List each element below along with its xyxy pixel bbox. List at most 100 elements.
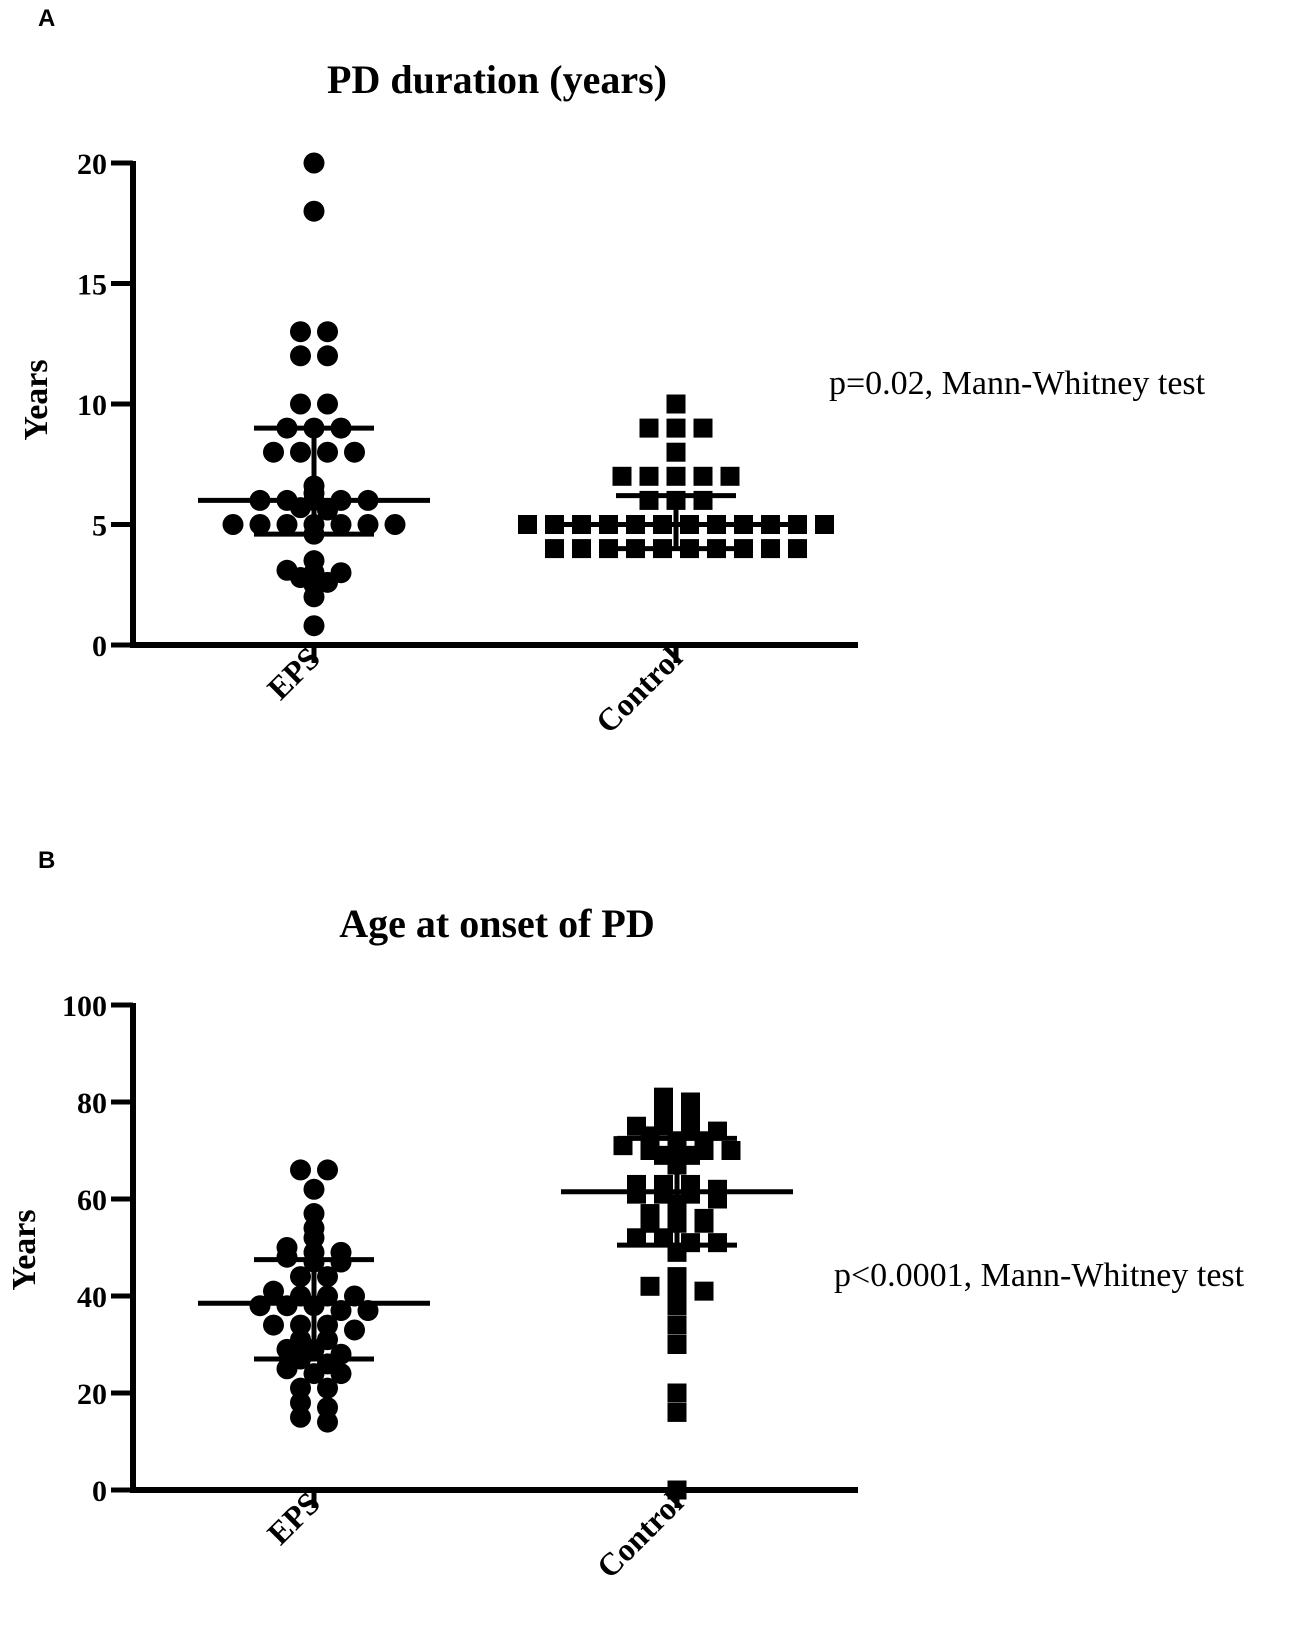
- panel-b-control-point: [667, 1335, 687, 1354]
- panel-b-control-point: [640, 1213, 660, 1233]
- panel-a-eps-point: [317, 393, 338, 415]
- panel-b-title: Age at onset of PD: [339, 901, 655, 946]
- panel-a-control-point: [761, 539, 780, 559]
- panel-a-control-point: [788, 515, 807, 534]
- panel-b-eps-point: [290, 1266, 311, 1288]
- panel-b-eps-point: [303, 1178, 325, 1200]
- panel-a-category-label-eps: EPS: [260, 639, 327, 706]
- panel-a-eps-point: [290, 345, 311, 367]
- panel-b-y-tick-label: 0: [92, 1475, 107, 1508]
- panel-a-eps-point: [290, 321, 311, 343]
- panel-b-eps-point: [317, 1411, 338, 1433]
- panel-a-y-tick-label: 0: [92, 630, 107, 663]
- panel-b-control-point: [694, 1213, 714, 1233]
- panel-a-control-point: [518, 515, 537, 534]
- panel-a-control-point: [666, 442, 686, 462]
- panel-b-control-point: [667, 1383, 687, 1403]
- panel-a-eps-point: [303, 152, 325, 174]
- panel-b-eps-point: [290, 1314, 311, 1336]
- panel-b-y-tick-label: 80: [77, 1087, 107, 1120]
- panel-b-control-point: [667, 1296, 687, 1316]
- panel-b-eps-point: [317, 1159, 338, 1181]
- panel-a-control-point: [599, 539, 618, 559]
- panel-a: A PD duration (years) Years p=0.02, Mann…: [18, 5, 1206, 740]
- panel-b-eps-point: [317, 1377, 338, 1399]
- panel-a-eps-point: [317, 345, 338, 367]
- panel-a-y-tick-label: 15: [77, 269, 107, 302]
- panel-b-control-point: [667, 1267, 687, 1287]
- panel-a-eps-point: [303, 200, 325, 222]
- panel-b-control-point: [667, 1315, 687, 1335]
- panel-b-control-point: [667, 1242, 687, 1262]
- panel-a-letter: A: [38, 5, 55, 32]
- panel-a-eps-point: [303, 615, 325, 637]
- panel-b-eps-point: [344, 1319, 365, 1341]
- panel-b-category-label-eps: EPS: [260, 1484, 327, 1551]
- panel-b-control-point: [654, 1228, 673, 1248]
- panel-b-eps-point: [290, 1377, 311, 1399]
- panel-b-control-point: [627, 1228, 646, 1248]
- panel-b-y-tick-label: 20: [77, 1378, 107, 1411]
- panel-a-control-point: [693, 466, 713, 486]
- panel-a-eps-point: [222, 514, 244, 535]
- panel-b-control-point: [613, 1136, 633, 1156]
- panel-b-eps-point: [263, 1314, 284, 1336]
- panel-b-letter: B: [38, 847, 55, 874]
- panel-a-error-bars: [198, 425, 792, 552]
- panel-b-p-value-annotation: p<0.0001, Mann-Whitney test: [834, 1257, 1245, 1294]
- panel-a-control-point: [545, 515, 564, 534]
- panel-a-control-point: [666, 466, 686, 486]
- panel-a-eps-point: [263, 441, 284, 463]
- panel-a-eps-point: [290, 441, 311, 463]
- panel-a-p-value-annotation: p=0.02, Mann-Whitney test: [829, 365, 1206, 402]
- panel-a-control-point: [572, 539, 591, 559]
- panel-b-control-point: [708, 1189, 727, 1209]
- panel-a-eps-point: [276, 514, 298, 535]
- panel-a-control-point: [639, 466, 659, 486]
- panel-b-eps-point: [330, 1363, 352, 1385]
- panel-a-control-point: [693, 418, 713, 438]
- panel-b-control-point: [640, 1276, 660, 1296]
- panel-a-axes: 0 5 10 15 20 EPS Control: [77, 148, 858, 740]
- panel-a-y-tick-label: 10: [77, 389, 107, 422]
- panel-b-eps-point: [303, 1203, 325, 1225]
- panel-a-control-point: [815, 515, 834, 534]
- panel-b: B Age at onset of PD Years p<0.0001, Man…: [6, 847, 1245, 1585]
- panel-a-control-point: [666, 394, 686, 414]
- panel-b-control-point: [667, 1480, 687, 1500]
- panel-b-y-tick-label: 40: [77, 1281, 107, 1314]
- panel-a-control-point: [545, 539, 564, 559]
- panel-b-eps-point: [317, 1397, 338, 1419]
- panel-b-y-tick-label: 100: [62, 990, 107, 1023]
- panel-b-points: [249, 1087, 741, 1500]
- panel-a-eps-point: [344, 441, 365, 463]
- panel-a-category-label-control: Control: [588, 639, 689, 740]
- panel-b-control-point: [667, 1402, 687, 1422]
- panel-a-eps-point: [330, 514, 352, 535]
- panel-a-y-tick-label: 5: [92, 510, 107, 543]
- panel-a-y-axis-label: Years: [18, 359, 55, 440]
- panel-b-control-point: [694, 1281, 714, 1301]
- panel-a-eps-point: [290, 393, 311, 415]
- panel-a-control-point: [734, 539, 753, 559]
- panel-a-eps-point: [357, 514, 379, 535]
- panel-a-control-point: [639, 418, 659, 438]
- panel-a-control-point: [666, 418, 686, 438]
- panel-a-control-point: [720, 466, 740, 486]
- panel-a-eps-point: [303, 586, 325, 608]
- panel-a-eps-point: [317, 441, 338, 463]
- panel-b-eps-point: [290, 1392, 311, 1414]
- panel-b-eps-point: [290, 1159, 311, 1181]
- panel-b-eps-point: [317, 1266, 338, 1288]
- panel-b-y-axis-label: Years: [6, 1209, 43, 1290]
- panel-a-eps-point: [384, 514, 406, 535]
- panel-a-title: PD duration (years): [327, 57, 667, 102]
- panel-a-control-point: [788, 539, 807, 559]
- panel-a-eps-point: [317, 321, 338, 343]
- panel-b-error-bars: [198, 1135, 793, 1362]
- panel-a-control-point: [612, 466, 632, 486]
- panel-a-points: [222, 152, 834, 637]
- panel-b-y-tick-label: 60: [77, 1184, 107, 1217]
